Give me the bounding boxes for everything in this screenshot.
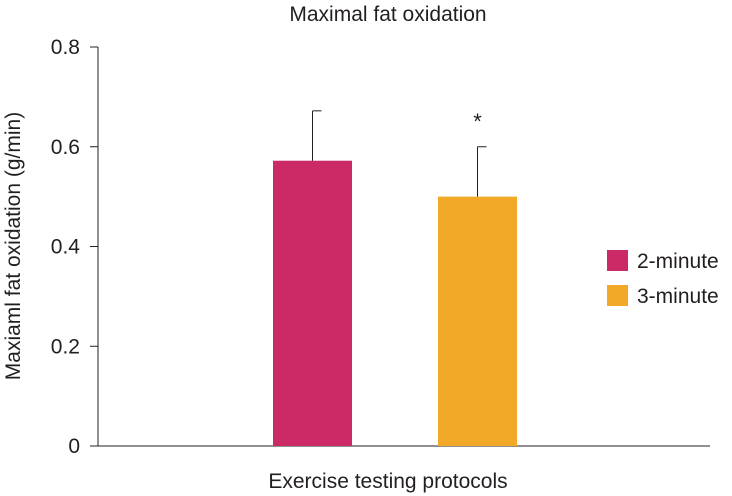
y-axis: 0 0.2 0.4 0.6 0.8 [51, 36, 99, 458]
y-tick-label: 0.4 [51, 236, 81, 259]
legend-swatch-2-minute [607, 250, 628, 271]
legend: 2-minute 3-minute [607, 250, 719, 308]
y-tick-label: 0 [68, 435, 80, 458]
legend-label-2-minute: 2-minute [637, 250, 719, 273]
y-axis-label: Maxiaml fat oxidation (g/min) [2, 112, 25, 380]
y-tick-label: 0.6 [51, 136, 80, 159]
x-axis-label: Exercise testing protocols [268, 470, 507, 493]
bar-2-minute [273, 160, 352, 446]
significance-marker: * [473, 109, 482, 134]
chart-title: Maximal fat oxidation [289, 3, 486, 26]
legend-label-3-minute: 3-minute [637, 285, 719, 308]
legend-swatch-3-minute [607, 285, 628, 306]
y-tick-label: 0.8 [51, 36, 80, 59]
bar-3-minute [438, 196, 517, 446]
y-tick-label: 0.2 [51, 335, 80, 358]
bars-group: * [273, 109, 517, 446]
